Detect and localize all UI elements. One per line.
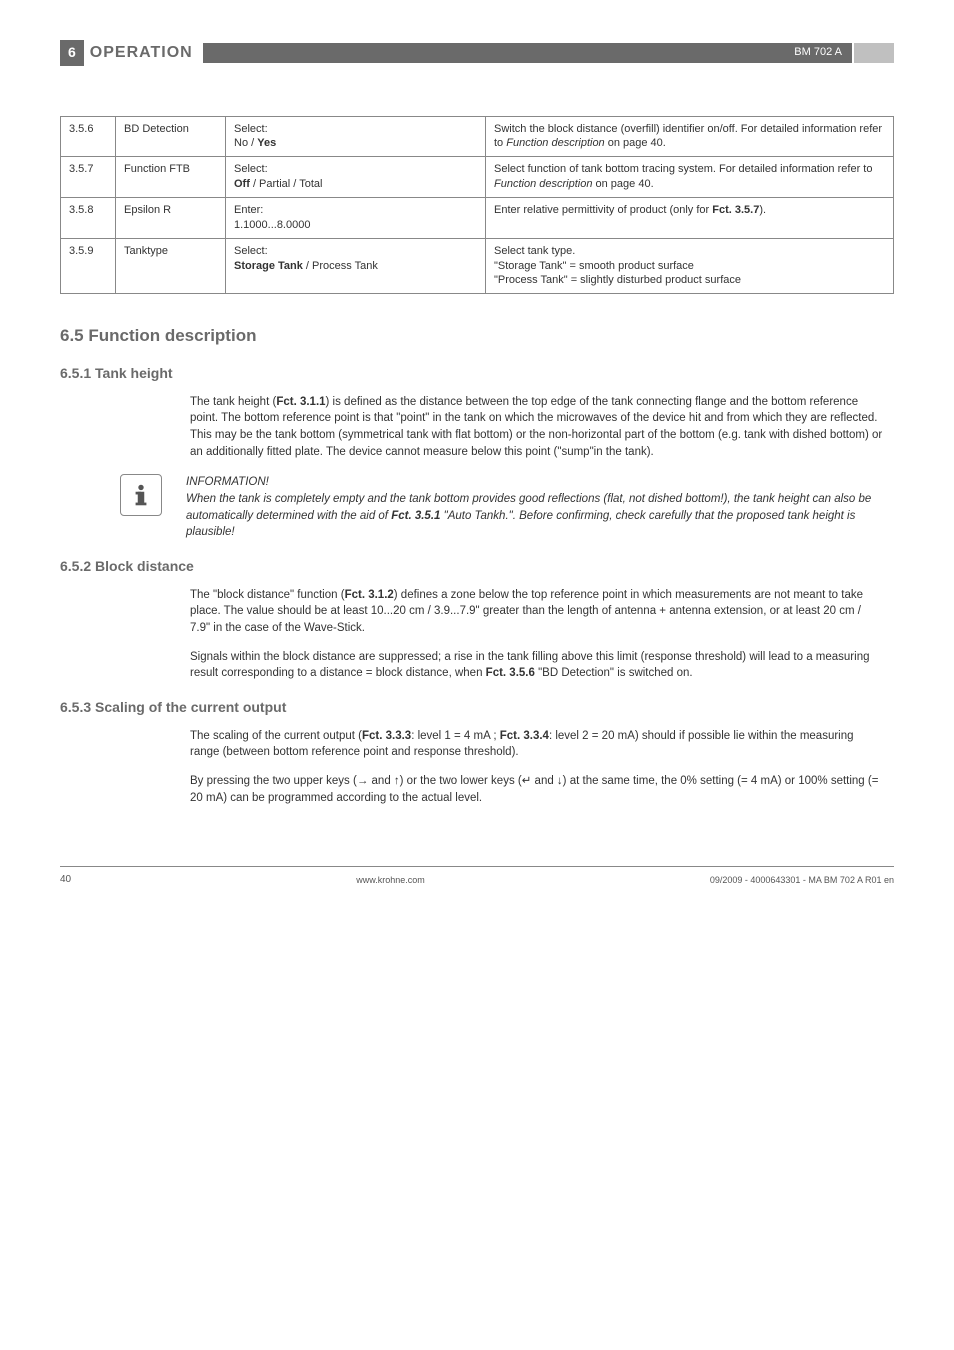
- info-text: INFORMATION! When the tank is completely…: [186, 474, 894, 541]
- heading-6-5-3: 6.5.3 Scaling of the current output: [60, 698, 894, 718]
- body-6-5-3-p1: The scaling of the current output (Fct. …: [190, 728, 884, 761]
- header-bar: BM 702 A: [203, 43, 852, 63]
- info-heading: INFORMATION!: [186, 474, 894, 491]
- heading-6-5-2: 6.5.2 Block distance: [60, 557, 894, 577]
- page-number: 40: [60, 873, 71, 887]
- table-cell: Epsilon R: [116, 197, 226, 238]
- table-cell: 3.5.6: [61, 116, 116, 157]
- table-row: 3.5.8Epsilon REnter:1.1000...8.0000Enter…: [61, 197, 894, 238]
- table-cell: Enter relative permittivity of product (…: [486, 197, 894, 238]
- header-tail: [854, 43, 894, 63]
- body-6-5-1: The tank height (Fct. 3.1.1) is defined …: [190, 394, 884, 461]
- table-cell: Select tank type."Storage Tank" = smooth…: [486, 238, 894, 294]
- footer-site: www.krohne.com: [356, 874, 425, 887]
- heading-6-5-1: 6.5.1 Tank height: [60, 364, 894, 384]
- table-cell: 3.5.9: [61, 238, 116, 294]
- page-footer: 40 www.krohne.com 09/2009 - 4000643301 -…: [60, 866, 894, 887]
- table-cell: BD Detection: [116, 116, 226, 157]
- parameter-table: 3.5.6BD DetectionSelect:No / YesSwitch t…: [60, 116, 894, 295]
- body-6-5-2-p2: Signals within the block distance are su…: [190, 649, 884, 682]
- table-cell: Enter:1.1000...8.0000: [226, 197, 486, 238]
- information-callout: INFORMATION! When the tank is completely…: [120, 474, 894, 541]
- table-cell: Select function of tank bottom tracing s…: [486, 157, 894, 198]
- page-header: 6 OPERATION BM 702 A: [60, 40, 894, 66]
- body-6-5-3-p2: By pressing the two upper keys (→ and ↑)…: [190, 773, 884, 806]
- footer-doc: 09/2009 - 4000643301 - MA BM 702 A R01 e…: [710, 874, 894, 887]
- table-row: 3.5.6BD DetectionSelect:No / YesSwitch t…: [61, 116, 894, 157]
- heading-6-5: 6.5 Function description: [60, 324, 894, 348]
- table-cell: 3.5.7: [61, 157, 116, 198]
- table-cell: Select:No / Yes: [226, 116, 486, 157]
- table-cell: Function FTB: [116, 157, 226, 198]
- table-cell: Switch the block distance (overfill) ide…: [486, 116, 894, 157]
- body-6-5-2-p1: The "block distance" function (Fct. 3.1.…: [190, 587, 884, 637]
- table-cell: 3.5.8: [61, 197, 116, 238]
- table-cell: Select:Off / Partial / Total: [226, 157, 486, 198]
- table-cell: Tanktype: [116, 238, 226, 294]
- model-label: BM 702 A: [794, 45, 842, 60]
- section-title: OPERATION: [90, 42, 193, 64]
- info-body: When the tank is completely empty and th…: [186, 491, 894, 541]
- table-cell: Select:Storage Tank / Process Tank: [226, 238, 486, 294]
- info-icon: [120, 474, 162, 516]
- table-row: 3.5.9TanktypeSelect:Storage Tank / Proce…: [61, 238, 894, 294]
- table-row: 3.5.7Function FTBSelect:Off / Partial / …: [61, 157, 894, 198]
- section-number: 6: [60, 40, 84, 66]
